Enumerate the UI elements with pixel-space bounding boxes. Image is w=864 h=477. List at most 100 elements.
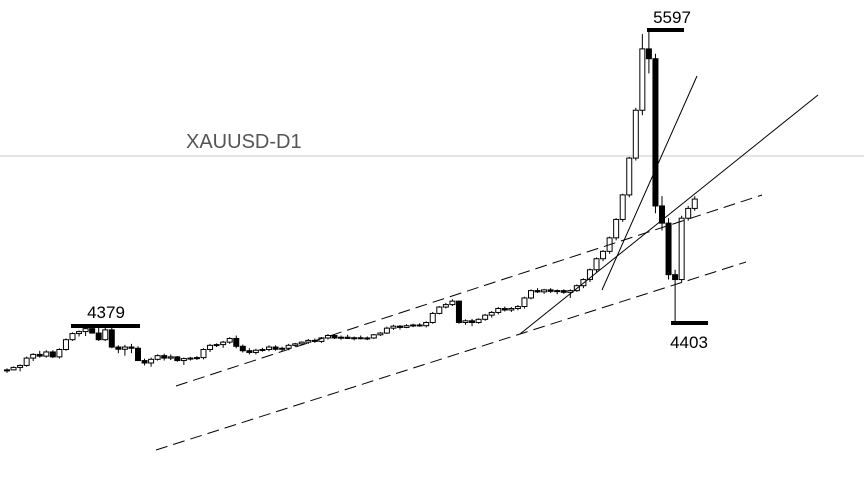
candle (226, 337, 233, 344)
candle (174, 356, 181, 362)
candle (161, 353, 168, 361)
candle (410, 323, 417, 328)
candle-body-down (246, 350, 253, 353)
candle-body-down (272, 346, 279, 350)
candle-body-up (541, 289, 548, 293)
candle (639, 34, 646, 116)
candle (495, 307, 502, 315)
candle (30, 353, 37, 362)
candle (672, 269, 679, 323)
candle (534, 288, 541, 294)
candle-body-up (586, 269, 593, 281)
candle-body-down (239, 345, 246, 352)
candle-body-up (69, 333, 76, 341)
candle-body-up (554, 290, 561, 293)
candle (619, 193, 626, 222)
candle (82, 327, 89, 337)
candle-body-up (324, 335, 331, 339)
candle (547, 288, 554, 294)
candle (652, 53, 659, 214)
candle (4, 368, 10, 373)
candle-body-up (62, 339, 69, 351)
candle-body-up (266, 346, 272, 351)
candle (554, 289, 561, 295)
candle-body-up (167, 356, 174, 359)
candle (187, 356, 194, 361)
candle (233, 335, 240, 349)
candle-body-up (600, 250, 607, 260)
candle (272, 345, 279, 351)
candle (115, 345, 122, 354)
annotation-high: 5597 (647, 8, 691, 32)
candle (17, 364, 24, 372)
candle (49, 350, 56, 359)
candle-body-up (482, 314, 489, 320)
candle-body-down (659, 205, 665, 224)
candle (659, 196, 665, 231)
candle-body-up (390, 325, 397, 329)
candle-body-up (30, 353, 37, 359)
candle-body-down (115, 346, 122, 350)
candle-body-down (128, 346, 135, 349)
candle-body-up (613, 218, 620, 239)
candle (469, 318, 476, 327)
candle (36, 350, 43, 358)
candle (586, 268, 593, 283)
candle-body-down (672, 274, 679, 281)
candle-body-up (207, 344, 214, 351)
candle-body-down (89, 328, 96, 334)
candle-body-up (423, 322, 430, 327)
candle (403, 324, 410, 329)
candle-body-up (685, 207, 692, 219)
candle (442, 302, 449, 309)
candle (259, 347, 266, 352)
candle-body-up (514, 306, 521, 310)
candle-body-up (351, 337, 358, 340)
candle-body-up (298, 341, 305, 345)
candle-body-up (521, 297, 528, 308)
candle (691, 196, 698, 211)
low-right-label: 4403 (670, 333, 708, 352)
candle-body-up (4, 369, 10, 372)
candle (528, 289, 534, 300)
candle-body-down (534, 290, 541, 293)
candle (69, 332, 76, 341)
annotation-low-left: 4379 (71, 303, 140, 328)
candle-body-down (357, 337, 364, 340)
candle (632, 107, 639, 161)
candle-body-down (233, 337, 240, 347)
candle (560, 289, 567, 294)
candle-body-up (226, 337, 233, 343)
candle (462, 319, 469, 325)
candle (390, 324, 397, 330)
candle (370, 334, 377, 339)
candle-body-up (82, 328, 89, 333)
candle (423, 321, 430, 328)
candle-body-up (370, 334, 377, 339)
candle (266, 345, 272, 352)
low-left-label: 4379 (87, 303, 125, 322)
candle (95, 327, 102, 341)
candle-body-up (193, 357, 200, 360)
candle (239, 344, 246, 353)
candle (193, 356, 200, 361)
candle (488, 310, 495, 318)
candle (121, 344, 128, 356)
candle-body-up (691, 198, 698, 209)
candle-body-up (148, 358, 155, 364)
candle (305, 338, 312, 344)
candle (416, 323, 423, 327)
candle (62, 338, 69, 351)
candle (43, 350, 50, 358)
candle (10, 366, 17, 371)
candle (514, 305, 521, 311)
candle-body-down (49, 351, 56, 358)
candle (501, 306, 508, 312)
candle (102, 327, 109, 341)
candle (128, 343, 135, 354)
channel-upper-line (175, 194, 763, 387)
candle-body-down (652, 58, 659, 207)
candle-body-up (383, 327, 390, 334)
candle-body-up (285, 344, 292, 349)
